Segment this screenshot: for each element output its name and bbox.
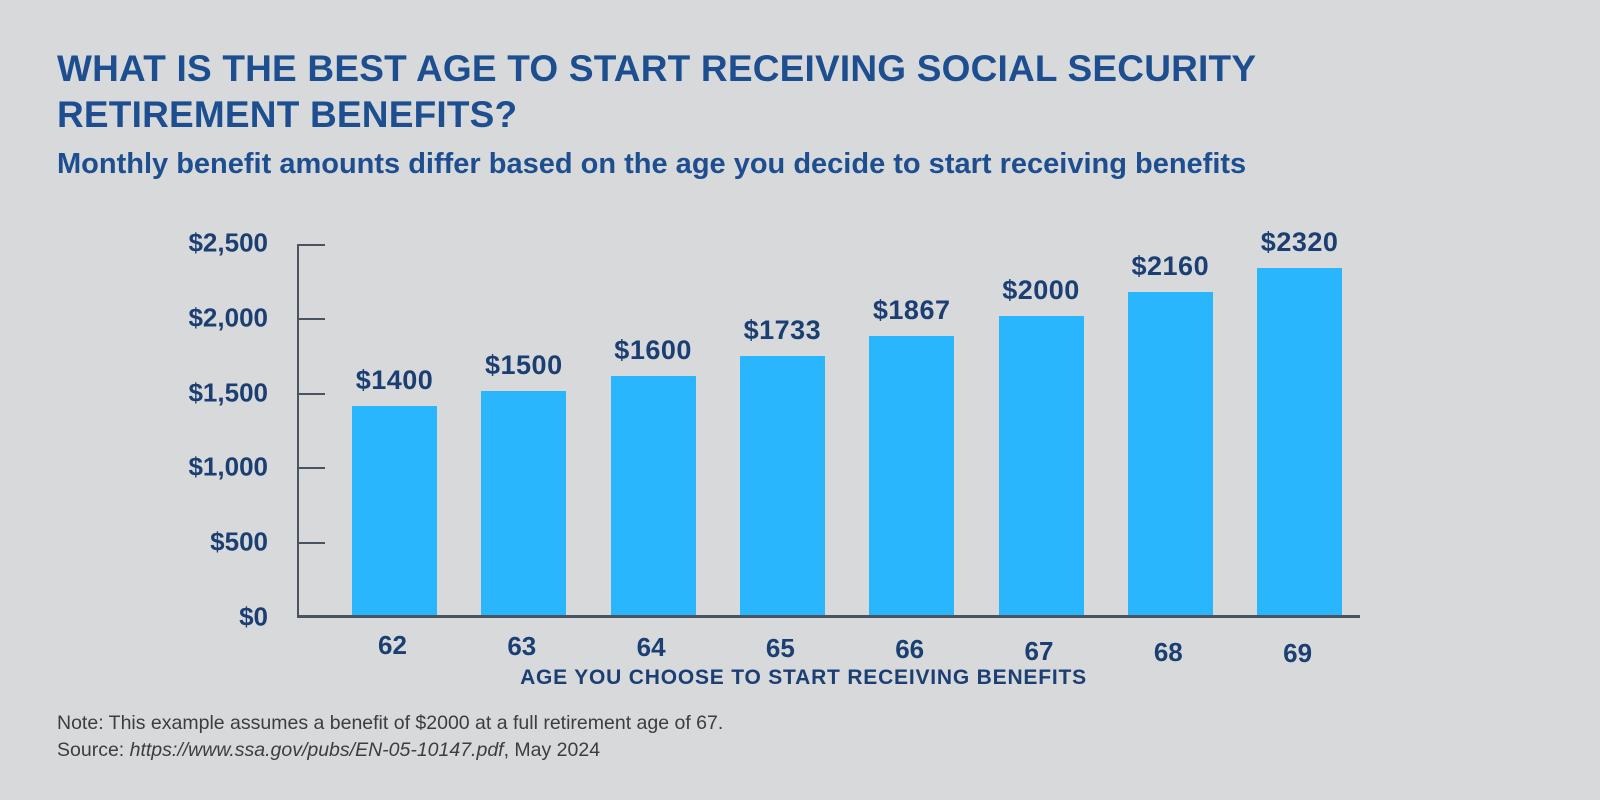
plot-area: $1400 $1500 $1600 $1733 $1867 $2000 $2160 $2320 [297,227,1360,618]
x-axis-labels: 62 63 64 65 66 67 68 69 [297,630,1360,668]
y-tick-mark [299,392,325,395]
bar-age-66 [869,335,955,615]
y-tick-mark [299,467,325,470]
x-tick-label: 66 [895,634,925,665]
bar-value-label: $2160 [1131,250,1210,281]
chart-source: Source: https://www.ssa.gov/pubs/EN-05-1… [57,737,723,764]
y-tick-label: $1,000 [188,451,268,482]
x-axis-title: AGE YOU CHOOSE TO START RECEIVING BENEFI… [520,666,1087,689]
bar-value-label: $2000 [1002,274,1080,305]
y-tick-label: $1,500 [188,376,268,407]
y-tick-label: $2,500 [188,227,268,258]
y-tick-mark [299,317,325,320]
bar-age-67 [998,315,1084,615]
bar-value-label: $2320 [1260,226,1339,257]
x-tick-label: 67 [1024,635,1054,666]
x-tick-label: 63 [507,631,537,662]
bar-age-69 [1257,267,1343,615]
bar-age-68 [1127,291,1213,615]
y-tick-label: $0 [239,601,268,632]
x-tick-label: 68 [1153,636,1183,667]
bar-age-63 [481,390,567,615]
bar-value-label: $1500 [485,349,563,380]
bar-value-label: $1600 [614,334,692,365]
bar-age-62 [352,405,437,615]
bar-age-64 [610,375,696,615]
bar-value-label: $1400 [355,364,434,395]
page-title: WHAT IS THE BEST AGE TO START RECEIVING … [57,48,1256,135]
y-tick-mark [299,542,325,545]
x-tick-label: 62 [378,630,407,660]
source-prefix: Source: [57,739,130,761]
x-tick-label: 65 [765,633,795,664]
y-tick-label: $500 [210,526,268,557]
y-tick-label: $2,000 [188,302,268,333]
source-suffix: , May 2024 [503,739,601,761]
y-axis-labels: $0 $500 $1,000 $1,500 $2,000 $2,500 [100,227,268,631]
chart-footer: Note: This example assumes a benefit of … [57,710,723,764]
source-url: https://www.ssa.gov/pubs/EN-05-10147.pdf [129,739,504,761]
bar-value-label: $1733 [743,314,822,345]
y-tick-mark [299,244,325,246]
bar-value-label: $1867 [872,294,951,325]
page-subtitle: Monthly benefit amounts differ based on … [57,148,1247,180]
x-tick-label: 64 [636,632,666,663]
bar-age-65 [739,355,825,615]
chart-note: Note: This example assumes a benefit of … [57,712,724,734]
x-tick-label: 69 [1283,637,1313,668]
